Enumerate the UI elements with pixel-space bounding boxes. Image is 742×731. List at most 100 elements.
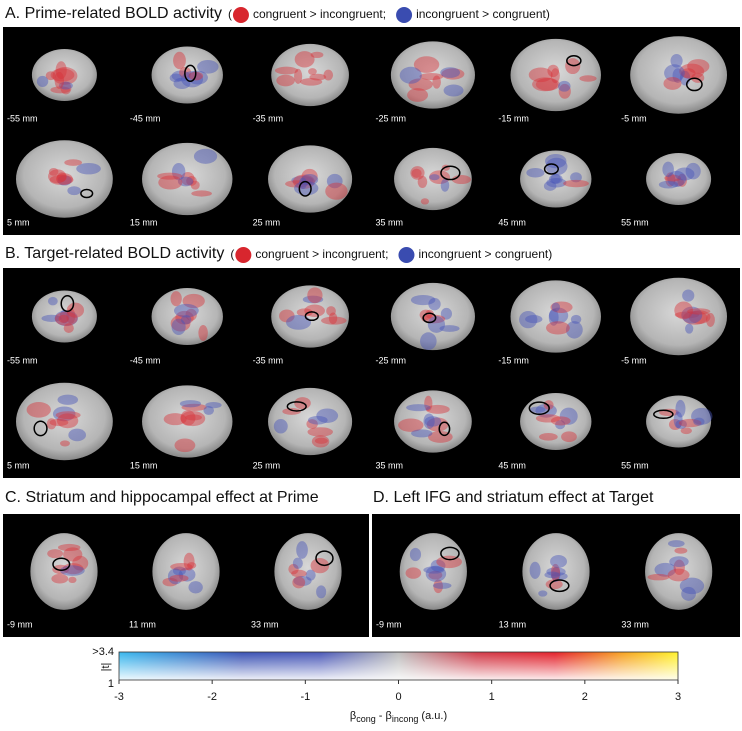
cluster-outline [60, 295, 75, 313]
activation-blob [306, 419, 318, 429]
activation-blob [433, 579, 444, 594]
activation-blob [197, 59, 219, 74]
activation-blob [167, 568, 184, 585]
activation-blob [682, 289, 695, 302]
slice-label: -5 mm [621, 113, 647, 123]
activation-blob [36, 75, 49, 87]
activation-blob [316, 408, 339, 423]
activation-blob [432, 75, 441, 89]
cluster-outline [549, 579, 570, 593]
activation-blob [308, 68, 317, 76]
cluster-outline [298, 180, 312, 197]
activation-blob [57, 543, 81, 552]
brain-slice [394, 147, 472, 211]
activation-blob [170, 315, 191, 332]
brain-slice [390, 282, 475, 351]
brain-slice [151, 287, 223, 346]
activation-blob [667, 170, 687, 187]
activation-blob [178, 567, 196, 582]
activation-blob [55, 411, 81, 420]
activation-blob [674, 301, 693, 320]
activation-blob [551, 302, 561, 312]
activation-blob [546, 567, 566, 577]
activation-blob [57, 175, 72, 186]
activation-blob [673, 178, 685, 187]
cluster-outline [566, 55, 582, 67]
activation-blob [52, 564, 70, 575]
legend-paren: ( [228, 7, 232, 21]
activation-blob [439, 325, 460, 332]
brain-slice [646, 153, 712, 205]
activation-blob [543, 400, 554, 410]
activation-blob [158, 175, 183, 190]
activation-blob [543, 181, 557, 191]
activation-blob [428, 570, 443, 580]
activation-blob [57, 394, 79, 405]
activation-blob [550, 173, 561, 184]
activation-blob [677, 173, 687, 187]
activation-blob [68, 576, 77, 584]
legend-dot [396, 7, 413, 23]
activation-blob [570, 314, 582, 324]
panel-background [3, 268, 740, 478]
activation-blob [647, 573, 670, 581]
activation-blob [550, 301, 573, 313]
x-tick-label: -2 [207, 691, 217, 703]
activation-blob [706, 312, 715, 327]
activation-blob [203, 405, 215, 415]
activation-blob [428, 297, 441, 311]
activation-blob [674, 311, 700, 319]
cluster-outline [438, 421, 451, 437]
activation-blob [519, 311, 538, 329]
activation-blob [547, 64, 560, 78]
activation-blob [410, 166, 425, 180]
activation-blob [293, 575, 312, 586]
x-tick-label: -3 [114, 691, 124, 703]
activation-blob [325, 182, 348, 200]
activation-blob [175, 310, 194, 325]
label-part: incong [392, 714, 419, 724]
activation-blob [169, 574, 189, 582]
legend-dot [235, 247, 252, 263]
brain-slice [30, 533, 98, 610]
activation-blob [681, 68, 696, 79]
brain-slice [142, 142, 233, 216]
activation-blob [49, 174, 74, 185]
activation-blob [668, 540, 685, 548]
activation-blob [658, 180, 679, 189]
activation-blob [292, 557, 303, 569]
activation-blob [47, 296, 58, 306]
activation-blob [52, 67, 78, 85]
activation-blob [688, 310, 711, 324]
activation-blob [535, 414, 561, 423]
activation-blob [526, 167, 545, 178]
activation-blob [550, 554, 567, 568]
cluster-outline [422, 312, 437, 324]
activation-blob [182, 293, 205, 309]
slice-label: -9 mm [376, 619, 402, 629]
slice-label: -25 mm [376, 355, 407, 365]
activation-blob [413, 56, 440, 73]
brain-slice [271, 43, 349, 107]
activation-blob [426, 417, 449, 432]
cluster-outline [52, 557, 71, 572]
activation-blob [60, 440, 70, 447]
slice-label: -55 mm [7, 113, 38, 123]
activation-blob [170, 291, 182, 307]
activation-blob [296, 541, 308, 559]
activation-blob [181, 172, 195, 186]
activation-blob [49, 418, 69, 427]
brain-slice [645, 533, 713, 610]
activation-blob [186, 175, 197, 186]
label-part: β [350, 710, 356, 722]
slice-label: 15 mm [130, 460, 158, 470]
activation-blob [678, 418, 702, 428]
activation-blob [679, 63, 705, 80]
activation-blob [174, 303, 199, 318]
slice-label: -55 mm [7, 355, 38, 365]
activation-blob [570, 172, 582, 183]
label-part: (a.u.) [418, 710, 447, 722]
slice-label: 13 mm [499, 619, 527, 629]
cluster-outline [653, 409, 674, 420]
